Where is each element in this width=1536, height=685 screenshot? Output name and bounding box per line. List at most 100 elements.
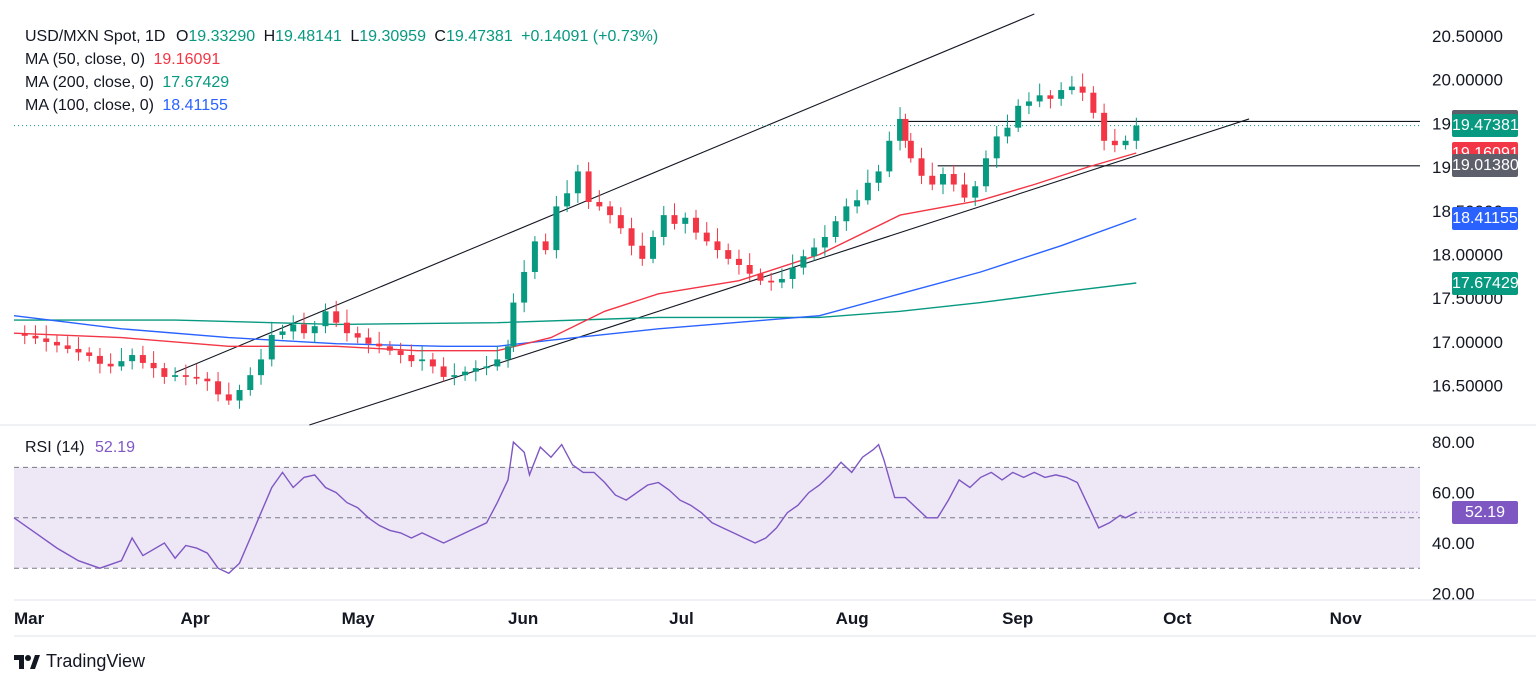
price-badge: 17.67429 — [1452, 271, 1519, 295]
candle-body — [1036, 95, 1043, 102]
candle-body — [1090, 92, 1097, 113]
candle-body — [204, 378, 211, 382]
close-label: C — [434, 28, 446, 45]
candle-body — [553, 206, 560, 251]
candle-body — [43, 338, 50, 342]
ma100-value: 18.41155 — [162, 97, 228, 114]
candle-body — [118, 361, 125, 367]
candle-body — [821, 236, 828, 248]
price-tick-label: 20.50000 — [1432, 27, 1503, 46]
ma50-legend[interactable]: MA (50, close, 0) 19.16091 — [25, 50, 220, 70]
open-label: O — [175, 28, 189, 45]
candle-body — [21, 333, 28, 336]
tradingview-logo-icon — [14, 654, 40, 669]
time-tick-label: Aug — [836, 609, 869, 628]
candle-body — [735, 258, 742, 265]
candle-body — [650, 236, 657, 259]
candle-body — [1047, 95, 1054, 99]
candle-body — [1015, 105, 1022, 128]
change-value: +0.14091 (+0.73%) — [521, 28, 659, 45]
candle-body — [897, 118, 904, 141]
rsi-value: 52.19 — [95, 439, 136, 456]
candle-body — [768, 280, 775, 283]
candle-body — [258, 359, 265, 376]
candle-body — [1025, 101, 1032, 106]
price-badge: 18.41155 — [1452, 207, 1518, 230]
candle-body — [950, 174, 957, 185]
candle-body — [918, 158, 925, 176]
symbol-name: USD/MXN Spot, 1D — [25, 28, 166, 45]
candle-body — [982, 158, 989, 187]
candle-body — [800, 256, 807, 268]
rsi-tick-label: 80.00 — [1432, 433, 1475, 452]
tradingview-logo[interactable]: TradingView — [14, 651, 145, 672]
time-tick-label: Oct — [1163, 609, 1192, 628]
candle-body — [596, 202, 603, 207]
ma50-label: MA (50, close, 0) — [25, 51, 146, 68]
ma100-legend[interactable]: MA (100, close, 0) 18.41155 — [25, 96, 228, 116]
candle-body — [53, 341, 60, 346]
time-tick-label: Mar — [14, 609, 45, 628]
candle-body — [1058, 90, 1065, 99]
rsi-value-badge: 52.19 — [1452, 500, 1518, 524]
rsi-label: RSI (14) — [25, 439, 85, 456]
time-tick-label: Apr — [180, 609, 210, 628]
candle-body — [32, 335, 39, 339]
candle-body — [682, 217, 689, 224]
candle-body — [408, 355, 415, 362]
rsi-tick-label: 40.00 — [1432, 534, 1475, 553]
candle-body — [510, 302, 517, 347]
candle-body — [521, 271, 528, 303]
candle-body — [692, 217, 699, 233]
ma200-value: 17.67429 — [162, 74, 230, 91]
ma100-line — [13, 217, 1137, 347]
candle-body — [333, 311, 340, 323]
channel-lower-line — [309, 118, 1250, 426]
candle-body — [1004, 127, 1011, 137]
candle-body — [902, 118, 909, 141]
candle-body — [129, 355, 136, 362]
candle-body — [617, 215, 624, 229]
time-tick-label: Jul — [669, 609, 694, 628]
candle-body — [376, 343, 383, 347]
candle-body — [1122, 140, 1129, 146]
price-badge: 19.01380 — [1452, 154, 1519, 178]
candle-body — [290, 324, 297, 332]
candle-body — [940, 174, 947, 185]
ma50-value: 19.16091 — [153, 51, 221, 68]
ma200-legend[interactable]: MA (200, close, 0) 17.67429 — [25, 73, 229, 93]
candle-body — [972, 186, 979, 198]
candle-body — [607, 206, 614, 216]
candle-body — [440, 366, 447, 377]
candle-body — [139, 355, 146, 363]
candle-body — [96, 355, 103, 364]
candle-body — [215, 381, 222, 395]
candle-body — [64, 345, 71, 349]
low-label: L — [350, 28, 360, 45]
candle-body — [864, 182, 871, 201]
candle-body — [279, 331, 286, 335]
candle-body — [462, 371, 469, 376]
candle-body — [429, 359, 436, 367]
low-value: 19.30959 — [359, 28, 426, 45]
rsi-tick-label: 60.00 — [1432, 484, 1475, 503]
candle-body — [451, 375, 458, 377]
rsi-legend[interactable]: RSI (14) 52.19 — [25, 438, 135, 458]
candle-body — [483, 366, 490, 369]
candle-body — [660, 215, 667, 237]
time-tick-label: Jun — [508, 609, 538, 628]
candle-body — [1111, 140, 1118, 146]
ma100-label: MA (100, close, 0) — [25, 97, 154, 114]
time-tick-label: Sep — [1002, 609, 1033, 628]
price-tick-label: 17.00000 — [1432, 333, 1503, 352]
candle-body — [714, 241, 721, 251]
candle-body — [150, 362, 157, 369]
candle-body — [1133, 125, 1140, 141]
candle-body — [1101, 112, 1108, 141]
channel-upper-line — [174, 13, 1035, 374]
ma200-label: MA (200, close, 0) — [25, 74, 154, 91]
candle-body — [757, 273, 764, 281]
candle-body — [564, 193, 571, 207]
candle-body — [161, 368, 168, 377]
